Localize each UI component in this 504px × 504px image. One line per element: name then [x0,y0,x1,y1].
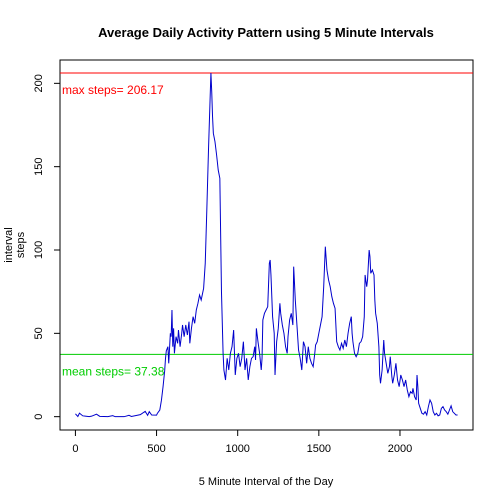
plot-area: max steps= 206.17 mean steps= 37.38 [59,59,474,431]
reference-label-max: max steps= 206.17 [62,83,164,97]
series-line-interval-steps [75,72,458,418]
y-tick-label: 100 [33,241,45,259]
y-axis-label: interval steps [3,227,27,262]
reference-line-labels: max steps= 206.17 mean steps= 37.38 [62,83,165,378]
y-tick-label: 50 [33,327,45,339]
y-tick-label: 150 [33,157,45,175]
y-tick-label: 0 [33,414,45,420]
y-axis-label-line-1: interval [3,227,15,262]
x-tick-label: 1500 [307,443,331,455]
reference-lines [60,72,473,355]
x-tick-label: 500 [147,443,165,455]
y-tick-label: 200 [33,74,45,92]
x-axis-label: 5 Minute Interval of the Day [199,476,334,488]
x-axis: 0 500 1000 1500 2000 [72,429,412,455]
x-tick-label: 2000 [388,443,412,455]
reference-label-mean: mean steps= 37.38 [62,364,165,378]
x-tick-label: 1000 [225,443,249,455]
y-axis-label-line-2: steps [15,231,27,258]
x-tick-label: 0 [72,443,78,455]
chart-title: Average Daily Activity Pattern using 5 M… [98,25,434,40]
y-axis: 0 50 100 150 200 [33,74,61,420]
